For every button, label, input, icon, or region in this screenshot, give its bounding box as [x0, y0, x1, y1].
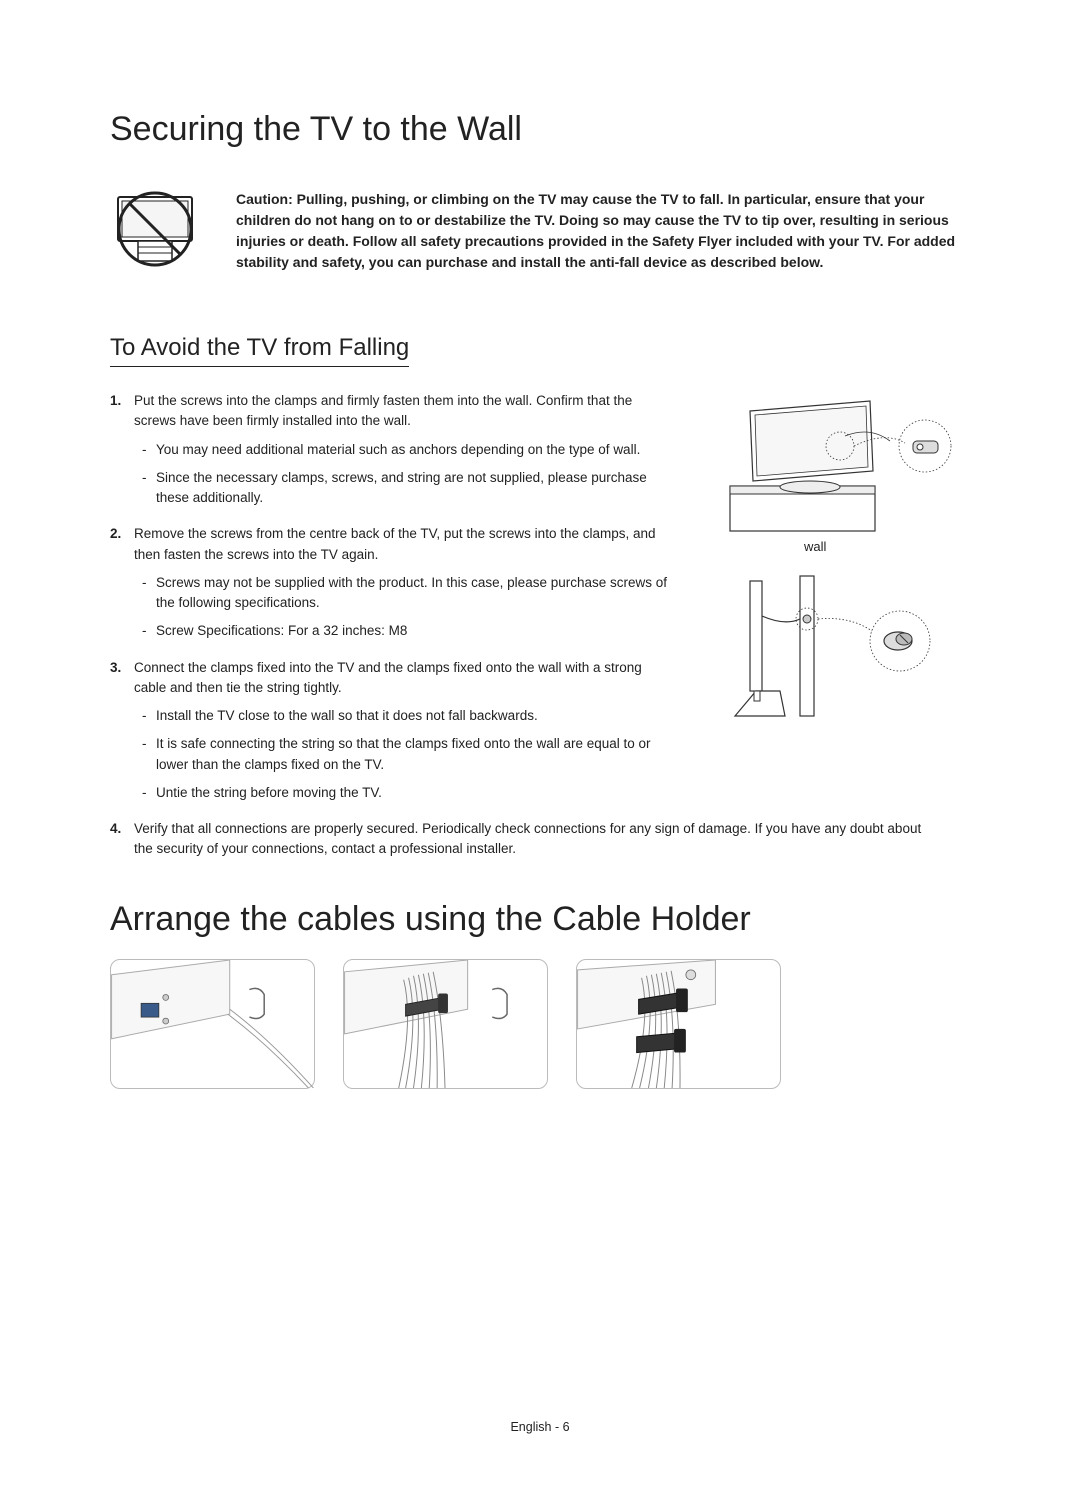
- step-sub: Screws may not be supplied with the prod…: [134, 573, 670, 614]
- page-footer: English - 6: [0, 1420, 1080, 1434]
- step-sub: Since the necessary clamps, screws, and …: [134, 468, 670, 509]
- step-3: Connect the clamps fixed into the TV and…: [110, 658, 670, 804]
- diagrams-column: wall: [710, 391, 970, 781]
- heading-securing: Securing the TV to the Wall: [110, 110, 970, 149]
- page: Securing the TV to the Wall Caution: Pul…: [0, 0, 1080, 1494]
- step-sub: It is safe connecting the string so that…: [134, 734, 670, 775]
- diagram-tv-anchor: [710, 391, 970, 541]
- step-sub: Untie the string before moving the TV.: [134, 783, 670, 803]
- step-text: Connect the clamps fixed into the TV and…: [134, 660, 642, 695]
- step-text: Remove the screws from the centre back o…: [134, 526, 656, 561]
- step-1: Put the screws into the clamps and firml…: [110, 391, 670, 508]
- step-text: Put the screws into the clamps and firml…: [134, 393, 632, 428]
- step-list: Put the screws into the clamps and firml…: [110, 391, 670, 860]
- step-sub: Screw Specifications: For a 32 inches: M…: [134, 621, 670, 641]
- step-text: Verify that all connections are properly…: [134, 821, 921, 856]
- cable-diagram-row: [110, 959, 970, 1089]
- diagram-wall-tether: wall: [710, 571, 970, 751]
- step-sub: You may need additional material such as…: [134, 440, 670, 460]
- cable-diagram-2: [343, 959, 548, 1089]
- step-2: Remove the screws from the centre back o…: [110, 524, 670, 641]
- heading-cable-holder: Arrange the cables using the Cable Holde…: [110, 900, 970, 939]
- step-4: Verify that all connections are properly…: [110, 819, 940, 860]
- instructions-block: Put the screws into the clamps and firml…: [110, 391, 970, 860]
- no-climb-icon: [110, 189, 200, 274]
- wall-label: wall: [804, 539, 826, 554]
- cable-diagram-1: [110, 959, 315, 1089]
- subheading-avoid-falling: To Avoid the TV from Falling: [110, 334, 409, 367]
- step-sub: Install the TV close to the wall so that…: [134, 706, 670, 726]
- cable-diagram-3: [576, 959, 781, 1089]
- caution-block: Caution: Pulling, pushing, or climbing o…: [110, 189, 970, 274]
- caution-text: Caution: Pulling, pushing, or climbing o…: [236, 189, 970, 274]
